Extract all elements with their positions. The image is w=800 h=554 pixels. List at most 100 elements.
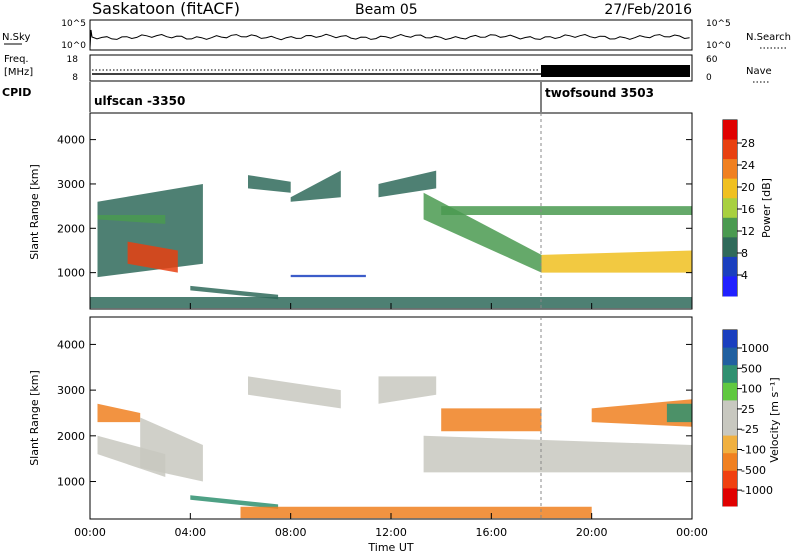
power-band-4 (290, 170, 341, 202)
freq-label-line2: [MHz] (4, 67, 33, 78)
velocity-y-axis: 1000 2000 3000 4000 (57, 338, 692, 489)
velocity-colorbar-swatch-7 (723, 453, 737, 472)
velocity-colorbar-swatch-4 (723, 400, 737, 419)
nsky-tick-low: 10^0 (61, 41, 86, 51)
velocity-band-9 (666, 403, 692, 423)
frequency-panel: Freq. [MHz] 18 8 60 0 Nave (4, 54, 772, 83)
power-colorbar-tick-label-4: 12 (741, 225, 755, 238)
velocity-plot-bg (90, 317, 692, 519)
nsky-frame (89, 19, 693, 51)
velocity-colorbar-swatch-0 (723, 330, 737, 349)
cpid-segment-ulfscan: ulfscan -3350 (94, 94, 185, 108)
power-band-9 (541, 250, 692, 273)
power-colorbar-swatch-1 (723, 139, 737, 160)
velocity-band-0 (97, 403, 141, 423)
power-colorbar-tick-label-1: 24 (741, 159, 755, 172)
velocity-colorbar-swatch-6 (723, 435, 737, 454)
power-band-3 (248, 175, 291, 193)
power-colorbar-swatch-5 (723, 217, 737, 238)
power-y-axis: 1000 2000 3000 4000 (57, 134, 692, 280)
power-colorbar-swatch-6 (723, 237, 737, 258)
freq-tick-high: 18 (67, 55, 79, 65)
power-band-7 (378, 170, 437, 198)
velocity-colorbar-swatch-3 (723, 382, 737, 401)
date-label: 27/Feb/2016 (604, 2, 692, 18)
velocity-band-3 (190, 495, 279, 509)
time-tick-label-1: 04:00 (174, 526, 206, 539)
velocity-colorbar-tick-label-6: -500 (741, 464, 766, 477)
power-band-5 (190, 285, 279, 300)
time-tick-label-2: 08:00 (275, 526, 307, 539)
nsearch-tick-high: 10^5 (706, 19, 731, 29)
velocity-colorbar-swatch-1 (723, 347, 737, 366)
velocity-colorbar-swatch-8 (723, 470, 737, 489)
velocity-band-5 (378, 376, 437, 404)
power-colorbar-tick-label-3: 16 (741, 203, 755, 216)
power-y-tick-label-1: 2000 (57, 222, 85, 235)
power-y-tick-label-3: 4000 (57, 134, 85, 147)
power-y-tick-label-0: 1000 (57, 267, 85, 280)
power-band-10 (441, 206, 692, 215)
velocity-heatmap (97, 376, 692, 519)
velocity-colorbar-tick-label-5: -100 (741, 444, 766, 457)
velocity-colorbar (723, 330, 737, 507)
velocity-colorbar-tick-label-3: 25 (741, 403, 755, 416)
station-title: Saskatoon (fitACF) (92, 0, 240, 18)
nsky-label: N.Sky (2, 32, 30, 43)
power-band-1 (127, 241, 178, 273)
cpid-row: CPID ulfscan -3350 twofsound 3503 (2, 82, 654, 112)
time-axis: 00:00 04:00 08:00 12:00 16:00 20:00 00:00 (74, 303, 708, 539)
velocity-band-10 (240, 506, 592, 519)
time-tick-label-0: 00:00 (74, 526, 106, 539)
velocity-band-7 (441, 408, 542, 432)
power-colorbar-tick-label-2: 20 (741, 181, 755, 194)
freq-label-line1: Freq. (4, 54, 29, 65)
nsky-panel: N.Sky 10^5 10^0 10^5 10^0 N.Search (2, 19, 791, 51)
velocity-colorbar-swatch-5 (723, 418, 737, 437)
cpid-segment-twofsound: twofsound 3503 (545, 86, 654, 100)
power-colorbar-swatch-0 (723, 120, 737, 141)
power-panel: 1000 2000 3000 4000 Slant Range [km] 28 24 20… (28, 112, 773, 310)
power-colorbar-swatch-7 (723, 256, 737, 277)
power-y-axis-title: Slant Range [km] (28, 164, 41, 260)
nave-label: Nave (746, 66, 772, 77)
time-tick-label-5: 20:00 (576, 526, 608, 539)
time-tick-label-3: 12:00 (375, 526, 407, 539)
velocity-colorbar-tick-label-0: 1000 (741, 342, 769, 355)
velocity-y-tick-label-2: 3000 (57, 384, 85, 397)
power-colorbar-tick-label-0: 28 (741, 137, 755, 150)
velocity-y-tick-label-3: 4000 (57, 338, 85, 351)
power-y-tick-label-2: 3000 (57, 178, 85, 191)
velocity-band-2 (97, 435, 166, 477)
cpid-label: CPID (2, 86, 31, 99)
power-colorbar (723, 120, 737, 297)
velocity-y-tick-label-0: 1000 (57, 476, 85, 489)
nave-block-twofsound (541, 65, 690, 77)
power-colorbar-tick-label-5: 8 (741, 247, 748, 260)
freq-tick-low: 8 (72, 73, 78, 83)
time-axis-title: Time UT (367, 541, 413, 554)
power-colorbar-swatch-4 (723, 198, 737, 219)
velocity-colorbar-tick-label-1: 500 (741, 362, 762, 375)
velocity-y-axis-title: Slant Range [km] (28, 370, 41, 466)
nave-tick-high: 60 (706, 55, 718, 65)
nsky-tick-high: 10^5 (61, 19, 86, 29)
nsearch-tick-low: 10^0 (706, 41, 731, 51)
nsky-trace (89, 29, 690, 49)
power-colorbar-swatch-8 (723, 276, 737, 297)
velocity-colorbar-swatch-9 (723, 488, 737, 507)
power-band-6 (290, 274, 366, 278)
nsearch-label: N.Search (746, 32, 791, 43)
power-colorbar-title: Power [dB] (760, 178, 773, 238)
velocity-colorbar-title: Velocity [m s⁻¹] (768, 377, 781, 462)
beam-label: Beam 05 (355, 2, 418, 18)
power-colorbar-swatch-3 (723, 178, 737, 199)
power-colorbar-tick-label-6: 4 (741, 269, 748, 282)
velocity-band-4 (248, 376, 341, 409)
power-band-2 (97, 215, 166, 224)
velocity-panel: 1000 2000 3000 4000 Slant Range [km] 1000 50… (28, 316, 781, 520)
time-tick-label-4: 16:00 (475, 526, 507, 539)
time-tick-label-6: 00:00 (676, 526, 708, 539)
nave-tick-low: 0 (706, 73, 712, 83)
